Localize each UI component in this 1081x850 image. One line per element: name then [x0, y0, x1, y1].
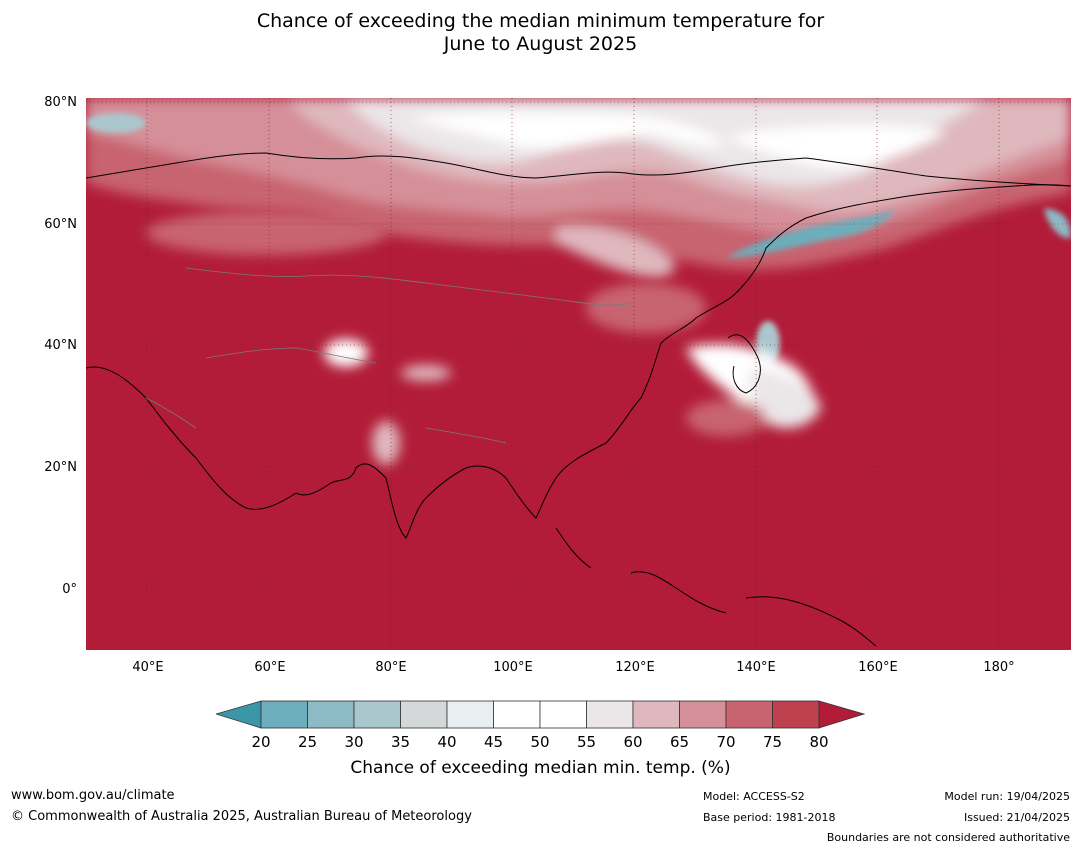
- colorbar-tick-label: 55: [576, 733, 597, 751]
- lon-label-120e: 120°E: [615, 660, 655, 675]
- probability-map: [86, 98, 1071, 650]
- colorbar-tick-label: 65: [669, 733, 690, 751]
- lat-label-0: 0°: [62, 582, 77, 597]
- lon-label-160e: 160°E: [858, 660, 898, 675]
- chart-title: Chance of exceeding the median minimum t…: [0, 10, 1081, 56]
- colorbar: [216, 700, 866, 729]
- lon-label-100e: 100°E: [493, 660, 533, 675]
- country-borders: [145, 267, 635, 444]
- colorbar-tick-label: 50: [530, 733, 550, 751]
- colorbar-tick-label: 45: [483, 733, 504, 751]
- title-line-2: June to August 2025: [443, 33, 638, 55]
- graticule: [86, 98, 1071, 650]
- colorbar-tick-label: 80: [809, 733, 829, 751]
- colorbar-segment: [446, 700, 494, 729]
- lat-label-80n: 80°N: [44, 95, 77, 110]
- lon-label-40e: 40°E: [132, 660, 164, 675]
- lon-label-60e: 60°E: [254, 660, 286, 675]
- coastlines: [86, 152, 1071, 647]
- neutral-patches: [146, 211, 821, 465]
- colorbar-segment: [679, 700, 727, 729]
- footer-model-run: Model run: 19/04/2025: [944, 790, 1070, 803]
- colorbar-segment: [400, 700, 448, 729]
- lat-label-60n: 60°N: [44, 217, 77, 232]
- colorbar-segment: [307, 700, 355, 729]
- colorbar-segment: [632, 700, 680, 729]
- colorbar-extend-low: [216, 700, 262, 729]
- footer-disclaimer: Boundaries are not considered authoritat…: [826, 831, 1070, 844]
- colorbar-segment: [586, 700, 634, 729]
- footer-issued: Issued: 21/04/2025: [963, 811, 1070, 824]
- colorbar-segment: [772, 700, 820, 729]
- colorbar-segment: [725, 700, 773, 729]
- lon-label-180: 180°: [983, 660, 1015, 675]
- colorbar-segment: [353, 700, 401, 729]
- colorbar-segment: [260, 700, 308, 729]
- colorbar-tick-label: 70: [716, 733, 736, 751]
- colorbar-extend-high: [818, 700, 866, 729]
- colorbar-label: Chance of exceeding median min. temp. (%…: [350, 758, 731, 778]
- title-line-1: Chance of exceeding the median minimum t…: [256, 10, 825, 32]
- footer-copyright: © Commonwealth of Australia 2025, Austra…: [11, 809, 472, 824]
- lat-label-40n: 40°N: [44, 338, 77, 353]
- lat-label-20n: 20°N: [44, 460, 77, 475]
- lon-label-140e: 140°E: [736, 660, 776, 675]
- colorbar-segment: [539, 700, 587, 729]
- lon-label-80e: 80°E: [375, 660, 407, 675]
- footer-model: Model: ACCESS-S2: [703, 790, 805, 803]
- map-svg: [86, 98, 1071, 650]
- colorbar-tick-label: 30: [344, 733, 364, 751]
- colorbar-segment: [493, 700, 541, 729]
- footer-url: www.bom.gov.au/climate: [11, 788, 175, 803]
- colorbar-tick-label: 40: [437, 733, 457, 751]
- colorbar-tick-label: 25: [297, 733, 318, 751]
- footer-base-period: Base period: 1981-2018: [703, 811, 836, 824]
- colorbar-tick-label: 75: [762, 733, 783, 751]
- colorbar-tick-label: 60: [623, 733, 643, 751]
- colorbar-tick-label: 35: [390, 733, 411, 751]
- colorbar-tick-label: 20: [251, 733, 271, 751]
